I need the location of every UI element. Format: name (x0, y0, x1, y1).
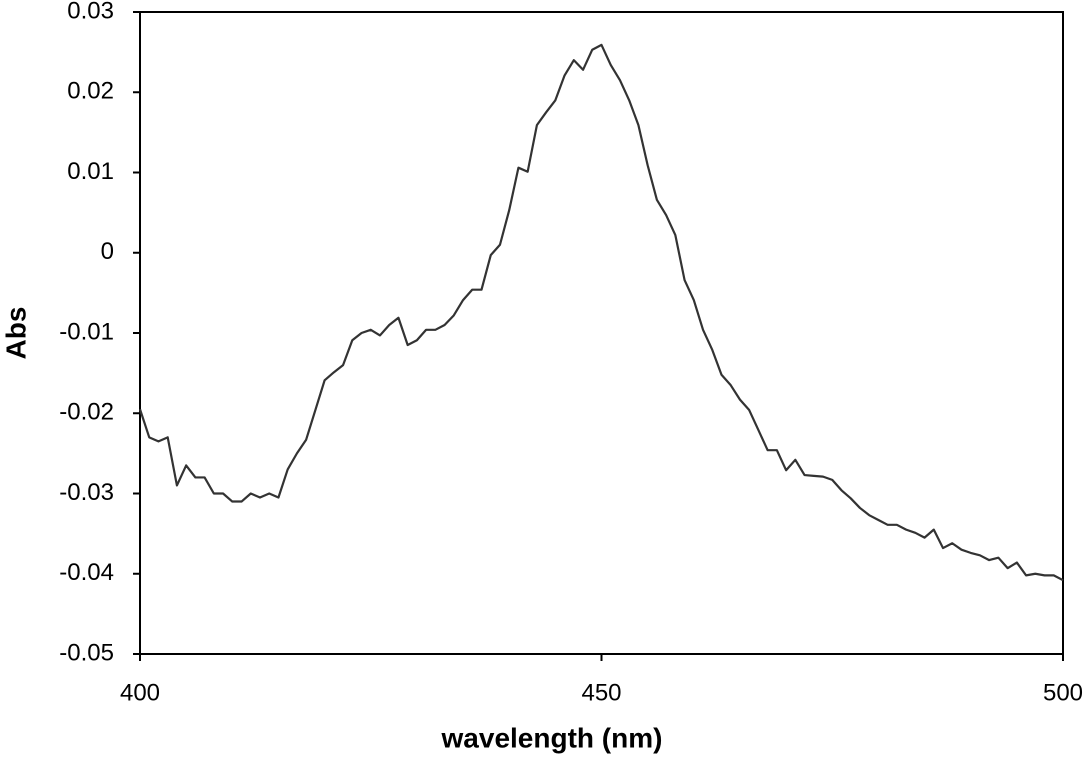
y-tick-label: 0.01 (67, 158, 114, 185)
x-tick-label: 450 (581, 679, 621, 706)
y-tick-label: 0.02 (67, 78, 114, 105)
y-tick-label: -0.01 (59, 318, 114, 345)
y-axis-title: Abs (0, 307, 31, 360)
y-tick-label: -0.04 (59, 559, 114, 586)
data-line (138, 43, 1064, 582)
y-tick-label: -0.05 (59, 639, 114, 666)
x-tick-label: 400 (120, 679, 160, 706)
x-axis-title: wavelength (nm) (441, 722, 663, 753)
y-tick-label: -0.03 (59, 479, 114, 506)
plot-frame (139, 11, 1064, 655)
y-tick-label: -0.02 (59, 399, 114, 426)
x-tick-label: 500 (1043, 679, 1083, 706)
y-tick-label: 0.03 (67, 0, 114, 24)
y-tick-label: 0 (101, 238, 114, 265)
